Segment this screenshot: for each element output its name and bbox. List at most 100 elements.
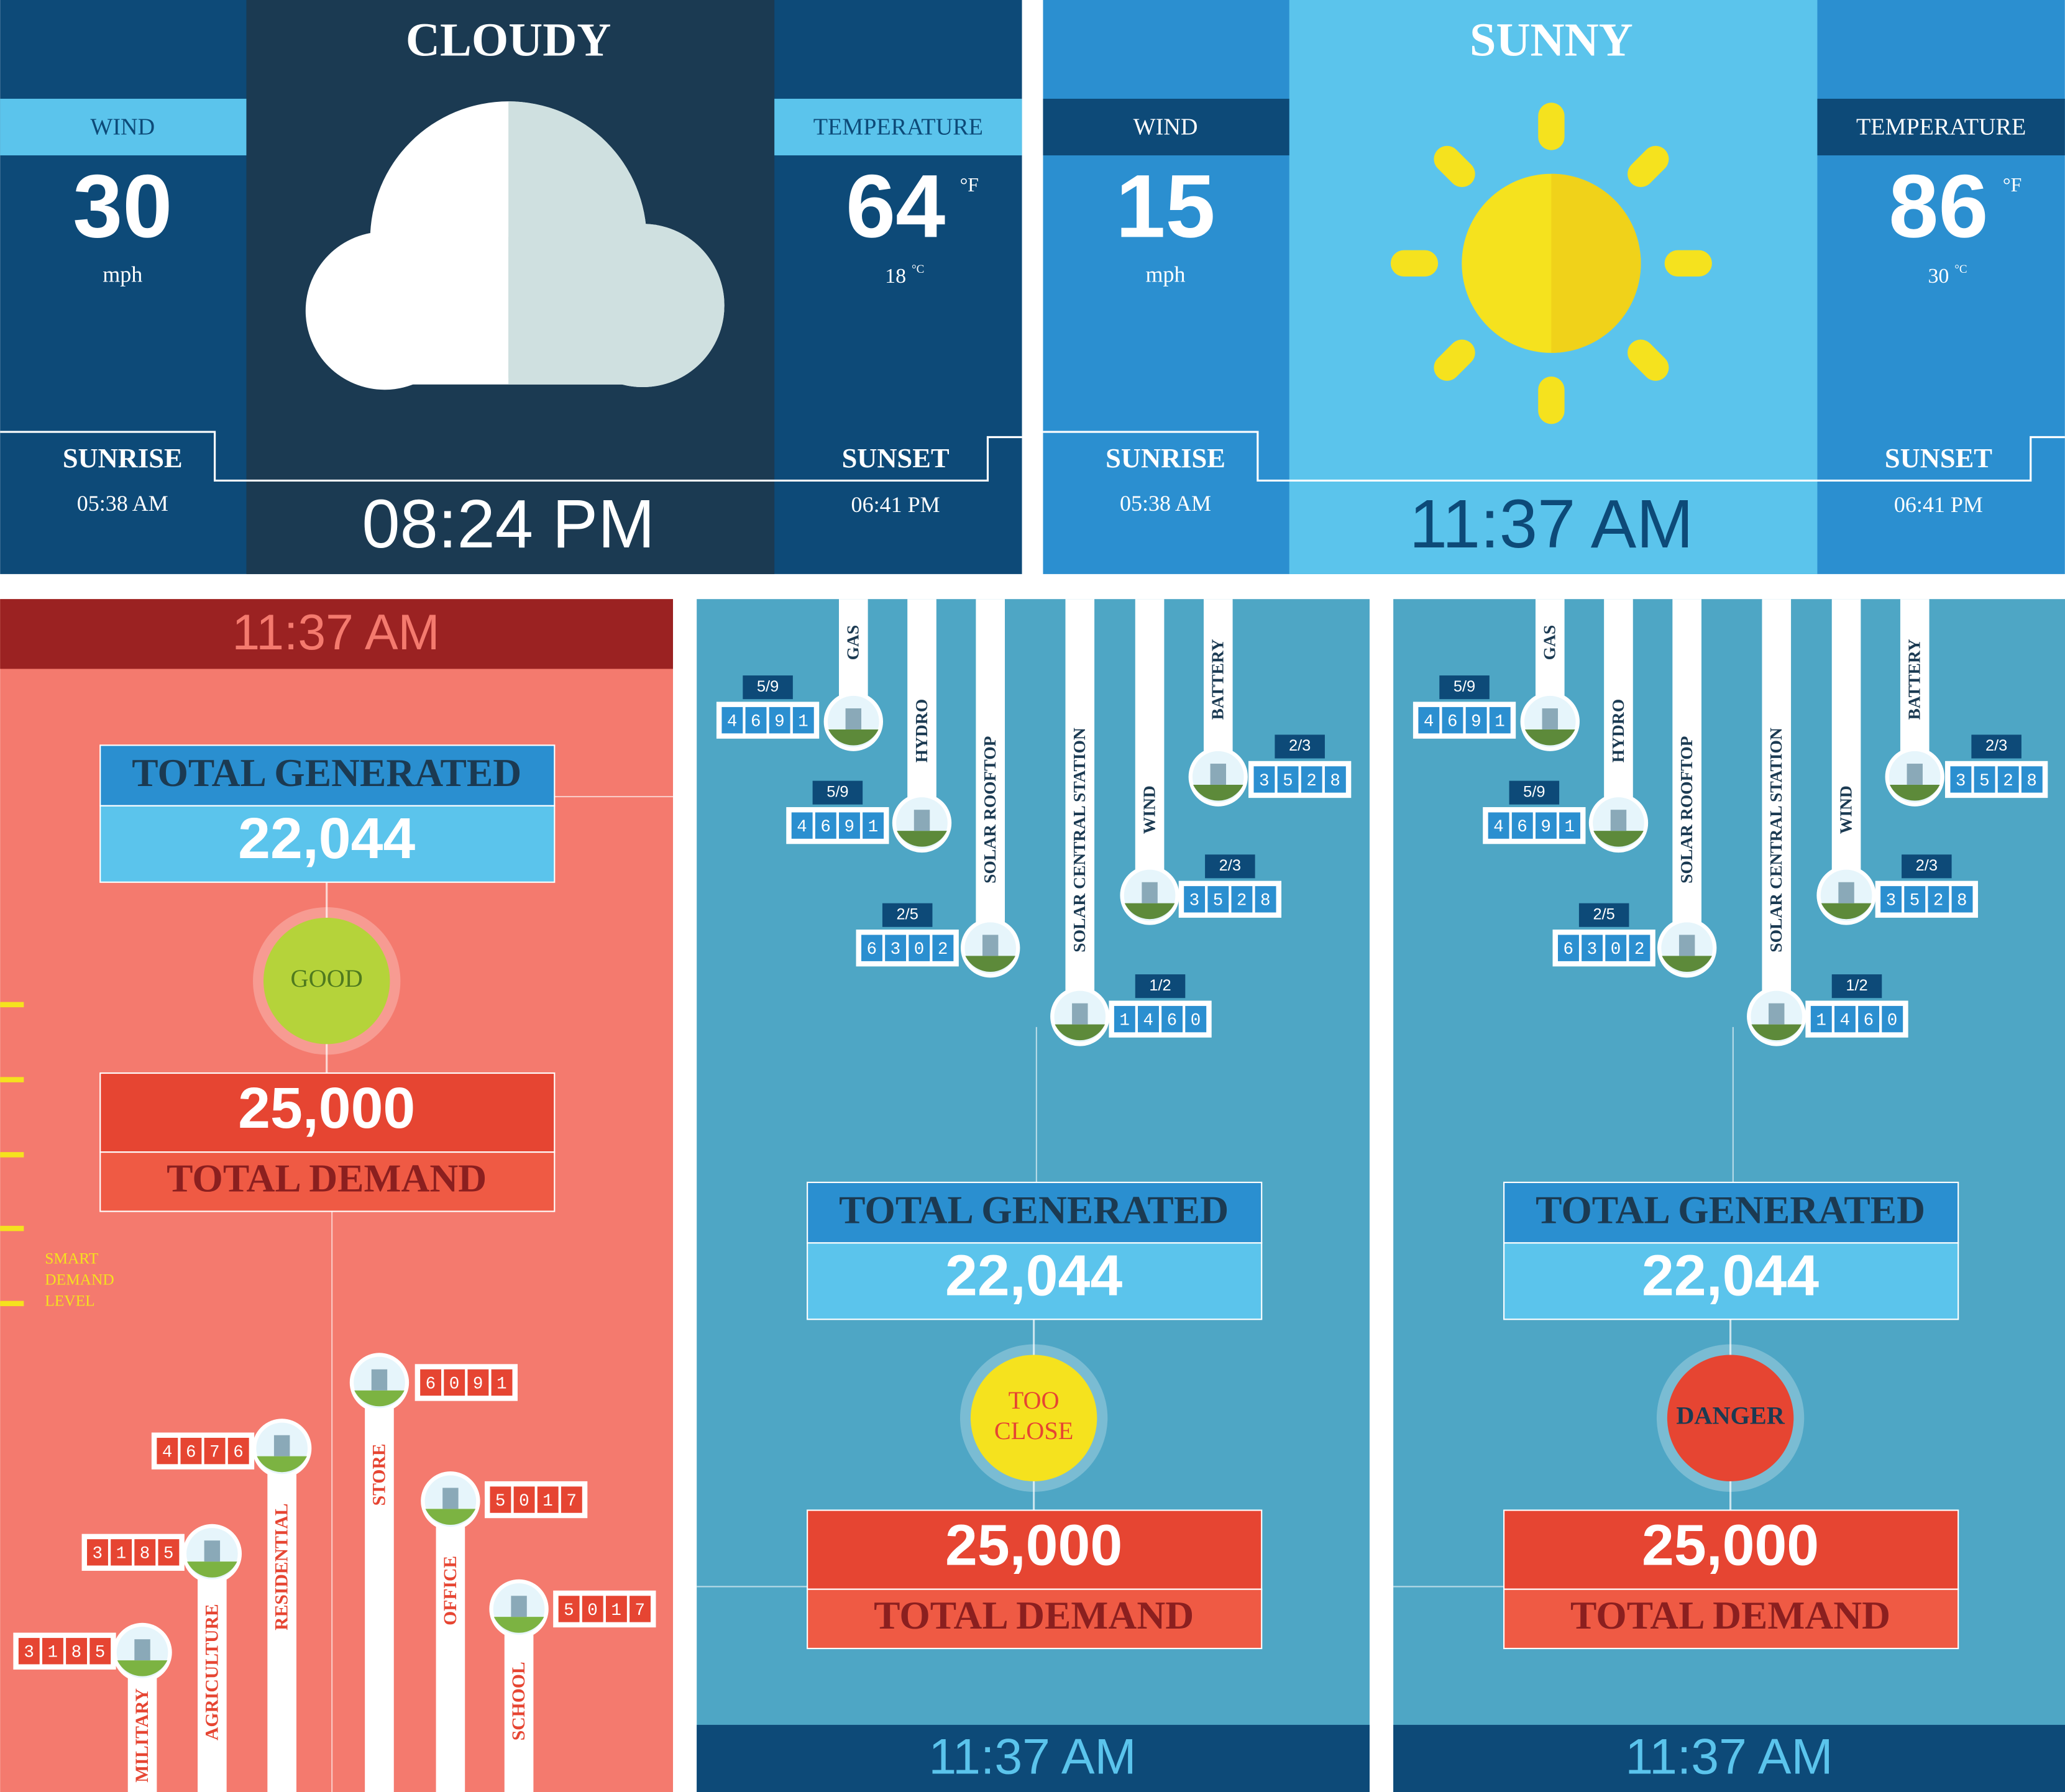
generated-label: TOTAL GENERATED — [1536, 1187, 1925, 1232]
consumer-label: AGRICULTURE — [202, 1604, 222, 1740]
status-text: CLOSE — [994, 1417, 1073, 1445]
source-fraction: 1/2 — [1846, 977, 1867, 994]
source-fraction: 2/3 — [1985, 737, 2007, 754]
counter-value: 6302 — [1563, 940, 1658, 959]
counter-cell — [909, 935, 930, 961]
sun-ray — [1628, 339, 1669, 381]
icon-ground — [1889, 784, 1940, 801]
counter-cell — [1277, 766, 1299, 793]
counter-cell — [1114, 1005, 1135, 1033]
demand-value: 25,000 — [945, 1513, 1122, 1578]
sun-ray — [1434, 145, 1475, 188]
generated-body — [99, 805, 556, 883]
icon-building — [273, 1435, 290, 1456]
counter-cell — [1442, 706, 1463, 734]
icon-building — [1210, 764, 1226, 785]
time-band — [0, 599, 674, 669]
counter-value: 3528 — [1259, 772, 1354, 791]
source-label: WIND — [1836, 785, 1855, 834]
time-band — [1393, 1724, 2065, 1792]
counter-value: 1460 — [1119, 1012, 1214, 1031]
consumer-pole — [267, 1448, 296, 1792]
generated-body — [807, 1242, 1263, 1320]
source-label: GAS — [843, 625, 863, 661]
counter-cell — [89, 1638, 111, 1665]
counter-value: 3185 — [93, 1545, 188, 1564]
demand-level-tick — [0, 1152, 24, 1158]
counter-cell — [1185, 1005, 1207, 1033]
counter-cell — [513, 1486, 535, 1513]
icon-building — [442, 1488, 459, 1509]
status-indicator — [263, 917, 390, 1045]
counter-cell — [1207, 886, 1229, 913]
source-label: SOLAR CENTRAL STATION — [1766, 728, 1785, 953]
counter-value: 4691 — [797, 818, 892, 837]
unit-c: °C — [1954, 263, 1967, 276]
counter-cell — [1253, 766, 1275, 793]
counter-cell — [721, 706, 743, 734]
counter-cell — [1511, 812, 1533, 839]
counter-value: 4676 — [162, 1443, 257, 1463]
counter-cell — [157, 1437, 178, 1465]
sunrise-label: SUNRISE — [63, 442, 183, 473]
demand-level-tick — [0, 1077, 24, 1082]
source-pole — [1672, 599, 1701, 948]
demand-footer — [1503, 1588, 1959, 1650]
icon-building — [1769, 1003, 1785, 1025]
counter-cell — [1880, 886, 1902, 913]
wind-label: WIND — [90, 114, 155, 140]
fraction-box — [1578, 903, 1629, 927]
counter-cell — [1858, 1005, 1880, 1033]
fraction-box — [1135, 974, 1186, 999]
counter-cell — [561, 1486, 582, 1513]
counter-value: 3528 — [1189, 892, 1284, 911]
counter-cell — [227, 1437, 249, 1465]
consumer-pole — [504, 1609, 534, 1792]
counter-cell — [1834, 1005, 1856, 1033]
icon-building — [1542, 708, 1558, 729]
counter-cell — [18, 1638, 40, 1665]
icon-building — [204, 1540, 221, 1562]
fraction-box — [1971, 734, 2022, 759]
source-fraction: 2/5 — [1593, 905, 1614, 923]
counter-cell — [582, 1596, 603, 1622]
icon-ground — [117, 1660, 168, 1676]
demand-footer — [807, 1588, 1263, 1650]
source-label: BATTERY — [1208, 639, 1227, 720]
generated-value: 22,044 — [238, 806, 415, 871]
unit-c: °C — [912, 263, 924, 276]
fraction-box — [1509, 780, 1560, 805]
generated-body — [1503, 1242, 1959, 1320]
counter-cell — [467, 1369, 489, 1396]
counter-cell — [87, 1539, 108, 1566]
sun-ray — [1434, 339, 1475, 381]
source-label: HYDRO — [1608, 699, 1628, 762]
icon-ground — [1662, 956, 1712, 972]
counter-cell — [1301, 766, 1322, 793]
fraction-box — [812, 780, 863, 805]
source-pole — [1831, 599, 1861, 895]
icon-building — [982, 935, 999, 956]
demand-level-tick — [0, 1301, 24, 1307]
source-fraction: 1/2 — [1149, 977, 1171, 994]
counter-cell — [1997, 766, 2019, 793]
sunset-label: SUNSET — [842, 442, 950, 473]
demand-value: 25,000 — [238, 1076, 415, 1140]
counter-cell — [1974, 766, 1995, 793]
icon-building — [1610, 810, 1627, 831]
fraction-box — [1275, 734, 1325, 759]
counter-cell — [111, 1539, 132, 1566]
status-text: TOO — [1009, 1386, 1060, 1414]
source-fraction: 2/3 — [1916, 857, 1938, 874]
source-pole — [1135, 599, 1165, 895]
counter-value: 1460 — [1816, 1012, 1911, 1031]
current-time: 08:24 PM — [362, 486, 655, 562]
unit-f: °F — [2003, 174, 2022, 196]
source-fraction: 5/9 — [826, 783, 848, 800]
counter-cell — [1950, 766, 1972, 793]
cloud-part — [508, 237, 643, 385]
generated-value: 22,044 — [1642, 1243, 1819, 1307]
status-text: GOOD — [291, 964, 363, 992]
smart-demand-label: SMART — [45, 1250, 98, 1268]
